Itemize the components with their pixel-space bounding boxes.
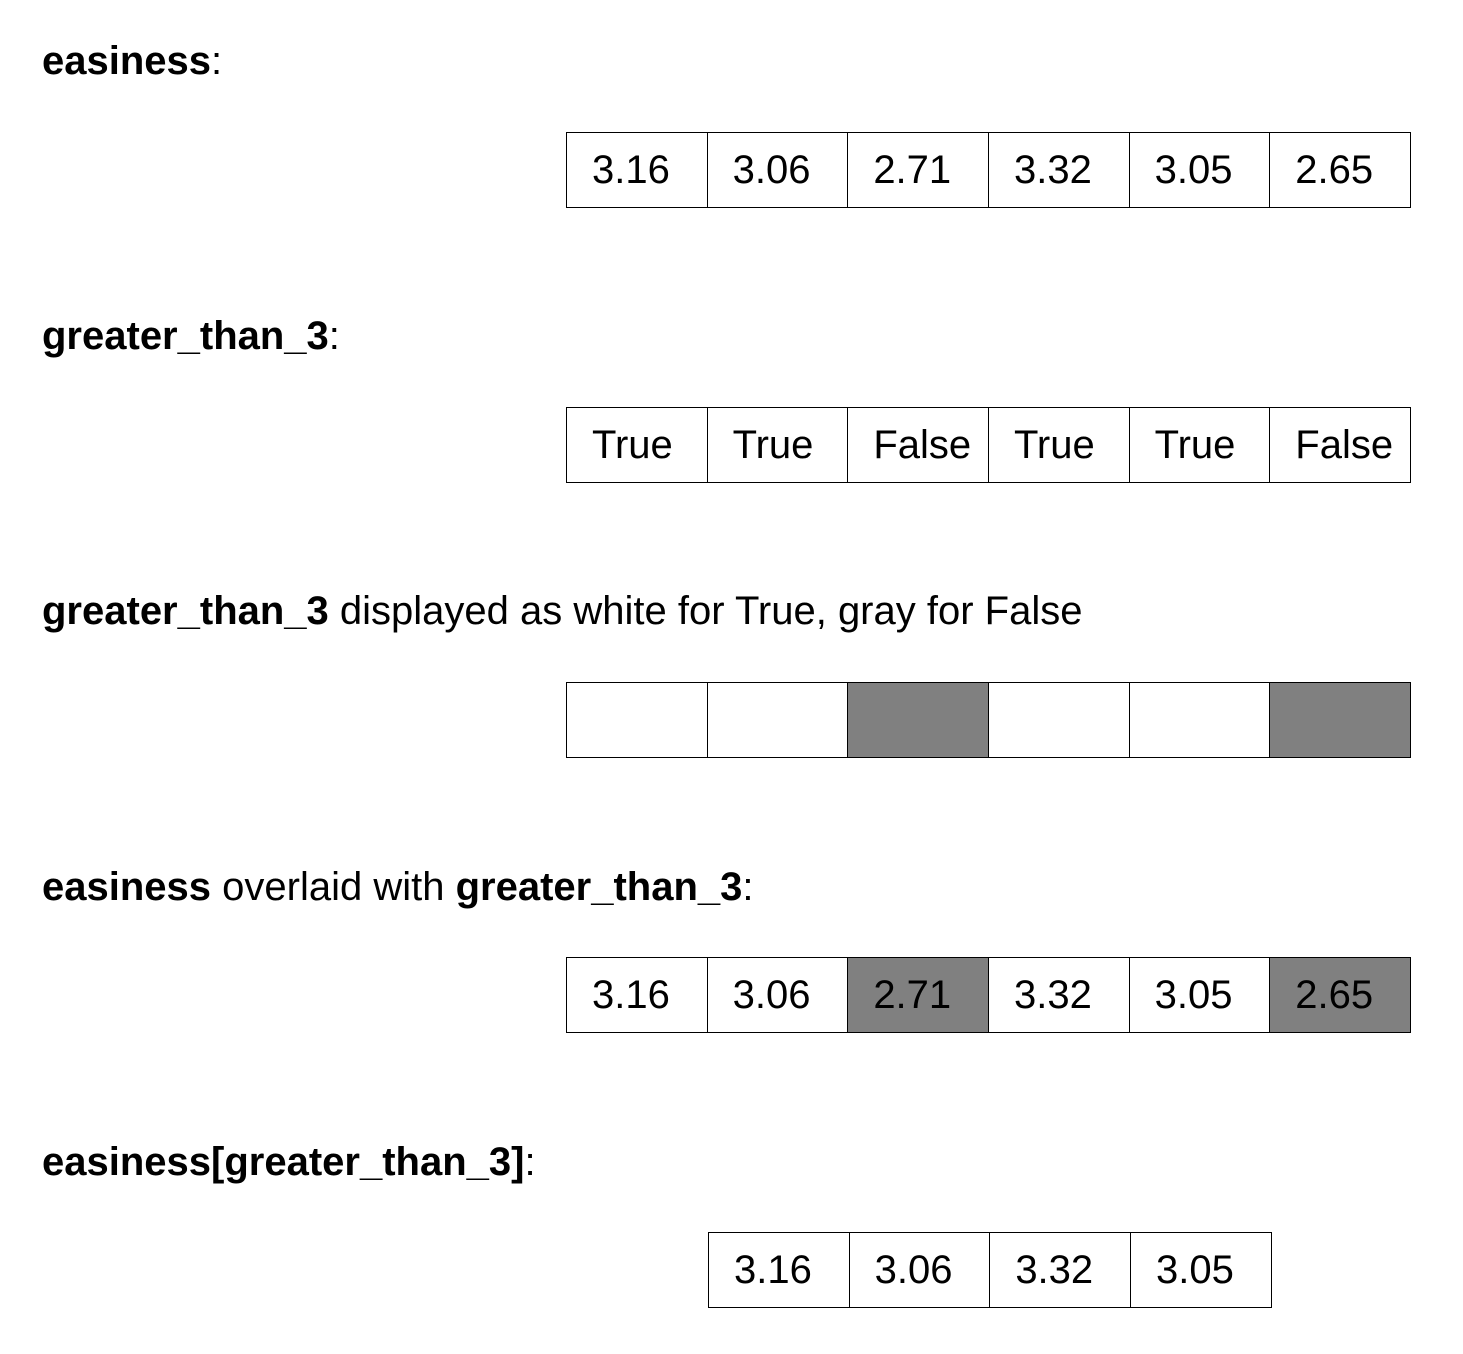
- array-cell: True: [566, 407, 708, 483]
- array-cell: 2.65: [1269, 957, 1411, 1033]
- array-cell: True: [706, 407, 849, 483]
- heading-tail: :: [742, 865, 754, 909]
- easiness-array: 3.16 3.06 2.71 3.32 3.05 2.65: [566, 132, 1411, 208]
- heading-tail: :: [328, 314, 340, 358]
- heading-bold-1: easiness: [42, 865, 212, 909]
- array-cell: 3.06: [848, 1232, 991, 1308]
- array-cell: 3.06: [706, 957, 849, 1033]
- array-cell: 3.32: [987, 957, 1130, 1033]
- array-cell: False: [847, 407, 989, 483]
- array-cell: 3.16: [566, 132, 708, 208]
- array-cell: 2.71: [847, 132, 989, 208]
- array-cell: [847, 682, 989, 758]
- array-cell: [987, 682, 1130, 758]
- array-cell: [1128, 682, 1271, 758]
- array-cell: 3.05: [1128, 957, 1271, 1033]
- array-cell: True: [1128, 407, 1271, 483]
- array-cell: 3.16: [566, 957, 708, 1033]
- array-cell: [706, 682, 849, 758]
- heading-mid: displayed as white for True, gray for Fa…: [328, 589, 1083, 633]
- heading-bold-1: easiness: [42, 39, 212, 83]
- overlay-heading: easiness overlaid with greater_than_3:: [42, 867, 754, 907]
- mask-display-heading: greater_than_3 displayed as white for Tr…: [42, 591, 1082, 631]
- array-cell: 3.05: [1128, 132, 1271, 208]
- heading-bold-1: easiness[greater_than_3]: [42, 1140, 525, 1184]
- filtered-heading: easiness[greater_than_3]:: [42, 1142, 536, 1182]
- array-cell: 3.05: [1129, 1232, 1272, 1308]
- array-cell: [566, 682, 708, 758]
- array-cell: 2.71: [847, 957, 989, 1033]
- array-cell: 3.32: [987, 132, 1130, 208]
- greater-than-3-heading: greater_than_3:: [42, 316, 340, 356]
- heading-tail: :: [524, 1140, 536, 1184]
- array-cell: [1269, 682, 1411, 758]
- heading-tail: :: [211, 39, 223, 83]
- heading-bold-1: greater_than_3: [42, 314, 329, 358]
- greater-than-3-array: True True False True True False: [566, 407, 1411, 483]
- array-cell: False: [1269, 407, 1411, 483]
- heading-mid: overlaid with: [211, 865, 456, 909]
- heading-bold-1: greater_than_3: [42, 589, 329, 633]
- heading-bold-2: greater_than_3: [455, 865, 743, 909]
- array-cell: True: [987, 407, 1130, 483]
- array-cell: 3.06: [706, 132, 849, 208]
- array-cell: 3.32: [989, 1232, 1131, 1308]
- array-cell: 3.16: [708, 1232, 850, 1308]
- array-cell: 2.65: [1269, 132, 1411, 208]
- mask-color-array: [566, 682, 1411, 758]
- easiness-heading: easiness:: [42, 41, 222, 81]
- overlay-array: 3.16 3.06 2.71 3.32 3.05 2.65: [566, 957, 1411, 1033]
- filtered-array: 3.16 3.06 3.32 3.05: [708, 1232, 1272, 1308]
